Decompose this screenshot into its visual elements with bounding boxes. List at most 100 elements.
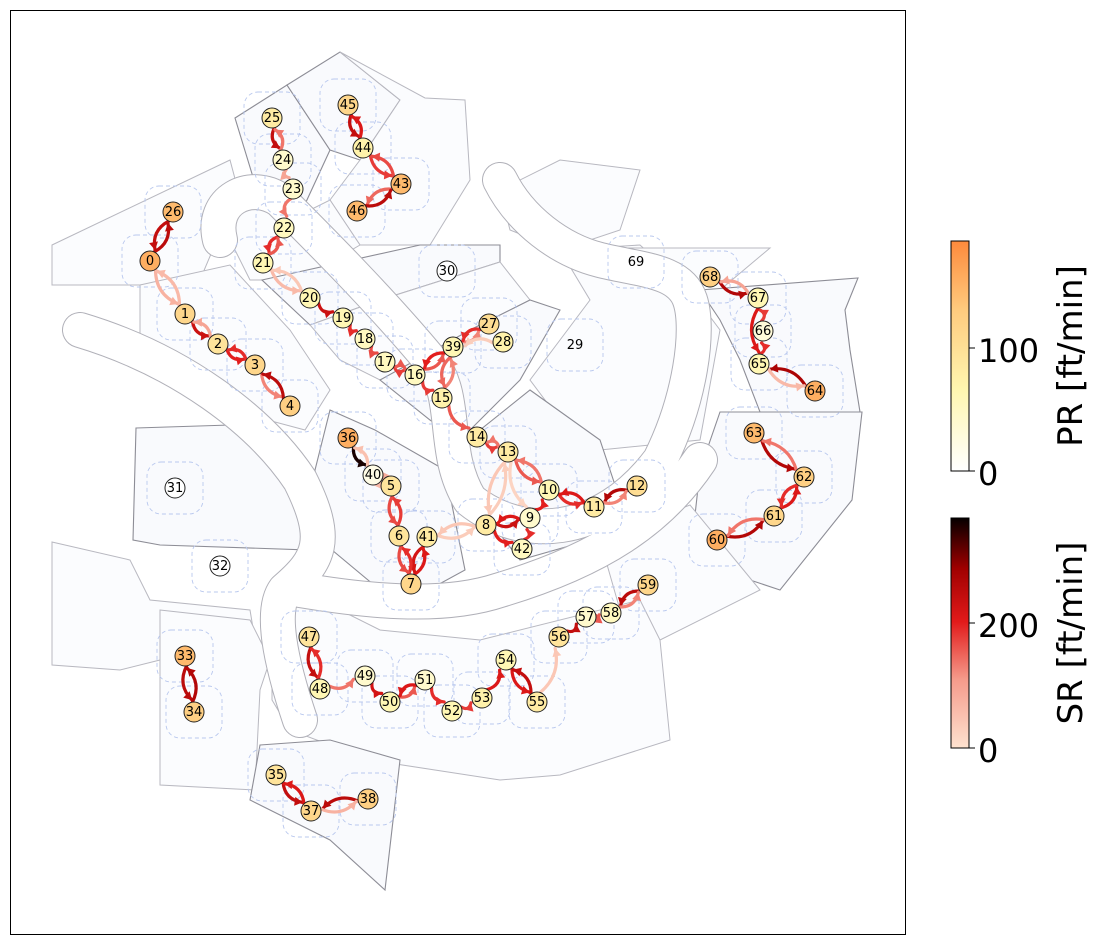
parcel-buffer — [336, 649, 394, 703]
parcel-buffer — [328, 184, 386, 238]
edge-arrow-11-12 — [601, 489, 628, 505]
parcel-buffer — [423, 684, 481, 738]
node-label: 38 — [360, 792, 377, 807]
node-label: 59 — [640, 578, 657, 593]
node-label: 49 — [357, 669, 374, 684]
edge-arrow-44-45 — [350, 114, 363, 141]
edge-arrow-27-39 — [460, 327, 483, 343]
node-44: 44 — [352, 137, 374, 159]
node-13: 13 — [497, 441, 519, 463]
node-label: 6 — [395, 529, 403, 544]
node-label: 54 — [498, 653, 515, 668]
edge-arrow-42-9 — [522, 528, 536, 541]
node-label: 55 — [529, 695, 546, 710]
edge-arrow-65-66 — [758, 341, 771, 356]
edge-arrow-64-65 — [768, 363, 808, 389]
node-label: 43 — [393, 177, 410, 192]
node-8: 8 — [475, 514, 497, 536]
edge-arrow-34-33 — [185, 666, 198, 704]
parcel-buffer — [745, 489, 803, 543]
node-43: 43 — [390, 173, 412, 195]
edge-arrow-21-20 — [269, 267, 302, 296]
edge-arrow-61-60 — [726, 517, 767, 537]
node-21: 21 — [252, 252, 274, 274]
edge-arrow-6-5 — [391, 496, 403, 528]
node-label: 48 — [312, 682, 329, 697]
node-69: 69 — [628, 255, 645, 270]
parcel-buffer — [144, 185, 202, 239]
parcel-buffer — [448, 410, 506, 464]
parcel-buffer — [546, 318, 604, 372]
parcel-buffer — [396, 653, 454, 707]
edge-arrow-18-17 — [368, 344, 379, 359]
edge-arrow-19-18 — [347, 323, 358, 338]
edge-arrow-4-3 — [261, 371, 286, 400]
edge-arrow-15-14 — [447, 403, 471, 431]
node-label: 46 — [349, 204, 366, 219]
pr-colorbar-gradient — [950, 240, 970, 472]
edge-arrow-43-46 — [365, 187, 395, 207]
parcel-buffer — [725, 406, 783, 460]
node-60: 60 — [706, 529, 728, 551]
pr-colorbar-label: PR [ft/min] — [1051, 265, 1091, 447]
edge-arrow-15-39 — [442, 357, 458, 390]
parcel-buffer — [372, 157, 430, 211]
node-36: 36 — [337, 427, 359, 449]
parcel-buffer — [226, 338, 284, 392]
node-label: 40 — [365, 468, 382, 483]
node-55: 55 — [526, 691, 548, 713]
parcel-buffer — [775, 450, 833, 504]
edge-arrow-1-0 — [155, 269, 182, 308]
node-39: 39 — [442, 336, 464, 358]
edge-arrow-58-59 — [617, 590, 642, 609]
node-label: 0 — [146, 254, 154, 269]
node-label: 66 — [755, 324, 772, 339]
node-label: 44 — [355, 141, 372, 156]
node-58: 58 — [600, 602, 622, 624]
edge-arrow-2-1 — [192, 317, 213, 339]
node-10: 10 — [538, 479, 560, 501]
node-label: 7 — [407, 577, 415, 592]
node-51: 51 — [414, 669, 436, 691]
edge-arrow-62-61 — [776, 483, 800, 509]
node-5: 5 — [380, 475, 402, 497]
node-label: 14 — [469, 430, 486, 445]
node-label: 1 — [181, 307, 189, 322]
parcel-buffer — [255, 201, 313, 255]
node-label: 67 — [750, 291, 767, 306]
node-67: 67 — [747, 287, 769, 309]
parcel-buffer — [156, 629, 214, 683]
edge-arrow-3-2 — [226, 343, 248, 362]
node-label: 12 — [629, 479, 646, 494]
node-label: 29 — [567, 338, 584, 353]
node-59: 59 — [637, 574, 659, 596]
sr-colorbar: 0 200 SR [ft/min] — [950, 517, 1091, 770]
node-label: 61 — [766, 509, 783, 524]
node-label: 9 — [526, 511, 534, 526]
node-62: 62 — [793, 466, 815, 488]
edge-arrow-46-43 — [363, 188, 393, 208]
edge-arrow-23-22 — [278, 197, 293, 218]
sr-colorbar-gradient — [950, 517, 970, 749]
sr-tick-200: 200 — [978, 607, 1039, 645]
node-label: 15 — [434, 391, 451, 406]
parcel-buffer — [508, 675, 566, 729]
parcel-buffer — [477, 633, 535, 687]
parcel-buffer — [344, 448, 402, 502]
node-42: 42 — [511, 538, 533, 560]
edge-arrow-49-50 — [370, 681, 384, 699]
edge-arrow-48-47 — [309, 647, 323, 681]
node-29: 29 — [567, 338, 584, 353]
edge-arrow-61-62 — [778, 484, 802, 510]
node-25: 25 — [261, 107, 283, 129]
parcel-buffer — [319, 411, 377, 465]
node-label: 13 — [500, 445, 517, 460]
node-23: 23 — [282, 178, 304, 200]
node-label: 51 — [417, 673, 434, 688]
edge-arrow-54-55 — [510, 666, 532, 695]
parcel-buffer — [474, 315, 532, 369]
node-label: 22 — [276, 221, 293, 236]
edge-arrow-55-54 — [511, 667, 533, 696]
